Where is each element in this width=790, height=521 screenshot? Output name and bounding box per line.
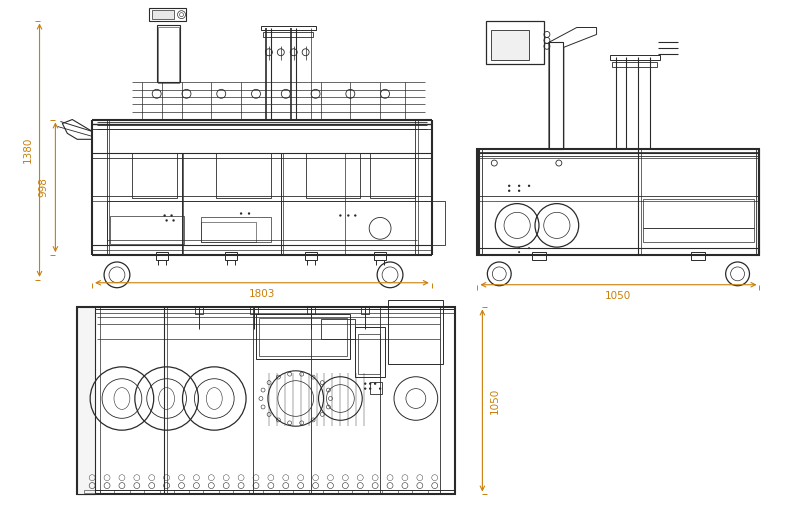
Bar bbox=[201, 217, 271, 242]
Bar bbox=[149, 8, 186, 21]
Circle shape bbox=[164, 214, 166, 217]
Circle shape bbox=[518, 184, 521, 187]
Text: 1050: 1050 bbox=[489, 388, 499, 414]
Bar bbox=[374, 252, 386, 260]
Bar bbox=[477, 149, 759, 255]
Bar bbox=[85, 490, 100, 493]
Bar bbox=[152, 10, 174, 19]
Bar bbox=[440, 306, 454, 494]
Bar bbox=[549, 42, 562, 149]
Circle shape bbox=[379, 388, 382, 390]
Bar bbox=[263, 32, 313, 38]
Bar bbox=[156, 252, 167, 260]
Bar bbox=[174, 490, 190, 493]
Circle shape bbox=[248, 213, 250, 215]
Bar bbox=[691, 252, 705, 260]
Bar bbox=[388, 300, 442, 364]
Circle shape bbox=[354, 214, 356, 217]
Circle shape bbox=[364, 388, 367, 390]
Circle shape bbox=[518, 247, 520, 249]
Circle shape bbox=[339, 214, 341, 217]
Bar bbox=[371, 153, 415, 197]
Bar bbox=[110, 216, 185, 244]
Circle shape bbox=[508, 184, 510, 187]
Bar bbox=[250, 306, 258, 314]
Bar bbox=[321, 319, 356, 339]
Bar bbox=[256, 314, 350, 359]
Bar bbox=[487, 21, 544, 64]
Bar bbox=[293, 490, 309, 493]
Circle shape bbox=[508, 190, 510, 192]
Circle shape bbox=[518, 251, 520, 253]
Bar bbox=[382, 490, 398, 493]
Bar bbox=[201, 222, 256, 242]
Bar bbox=[306, 153, 360, 197]
Circle shape bbox=[347, 214, 349, 217]
Bar bbox=[261, 26, 315, 31]
Bar bbox=[114, 490, 130, 493]
Circle shape bbox=[374, 382, 376, 385]
Bar bbox=[77, 306, 95, 494]
Bar bbox=[322, 490, 338, 493]
Bar bbox=[356, 327, 385, 377]
Circle shape bbox=[369, 388, 371, 390]
Text: 998: 998 bbox=[39, 177, 48, 197]
Bar bbox=[361, 306, 369, 314]
Bar bbox=[412, 490, 427, 493]
Circle shape bbox=[528, 184, 530, 187]
Bar bbox=[491, 31, 529, 60]
Circle shape bbox=[518, 190, 521, 192]
Text: 1380: 1380 bbox=[23, 137, 32, 164]
Bar bbox=[532, 252, 546, 260]
Text: 1803: 1803 bbox=[249, 289, 275, 299]
Bar bbox=[643, 228, 754, 242]
Bar bbox=[195, 306, 203, 314]
Bar bbox=[156, 24, 179, 82]
Bar bbox=[307, 306, 314, 314]
Bar bbox=[259, 318, 348, 356]
Bar bbox=[203, 490, 220, 493]
Bar bbox=[263, 490, 279, 493]
Bar bbox=[612, 62, 657, 67]
Bar bbox=[305, 252, 317, 260]
Text: 1050: 1050 bbox=[605, 291, 631, 301]
Bar bbox=[158, 27, 179, 83]
Bar bbox=[95, 306, 100, 494]
Circle shape bbox=[528, 247, 530, 249]
Circle shape bbox=[369, 382, 371, 385]
Circle shape bbox=[364, 382, 367, 385]
Bar bbox=[643, 199, 754, 228]
Bar bbox=[132, 153, 176, 197]
Bar bbox=[371, 382, 382, 393]
Bar bbox=[144, 490, 160, 493]
Bar bbox=[352, 490, 368, 493]
Circle shape bbox=[240, 213, 243, 215]
Bar bbox=[233, 490, 249, 493]
Bar bbox=[107, 201, 445, 245]
Bar bbox=[77, 306, 454, 494]
Circle shape bbox=[172, 219, 175, 221]
Circle shape bbox=[171, 214, 173, 217]
Bar bbox=[611, 55, 660, 60]
Circle shape bbox=[165, 219, 167, 221]
Bar bbox=[358, 334, 380, 374]
Bar bbox=[216, 153, 271, 197]
Bar bbox=[225, 252, 237, 260]
